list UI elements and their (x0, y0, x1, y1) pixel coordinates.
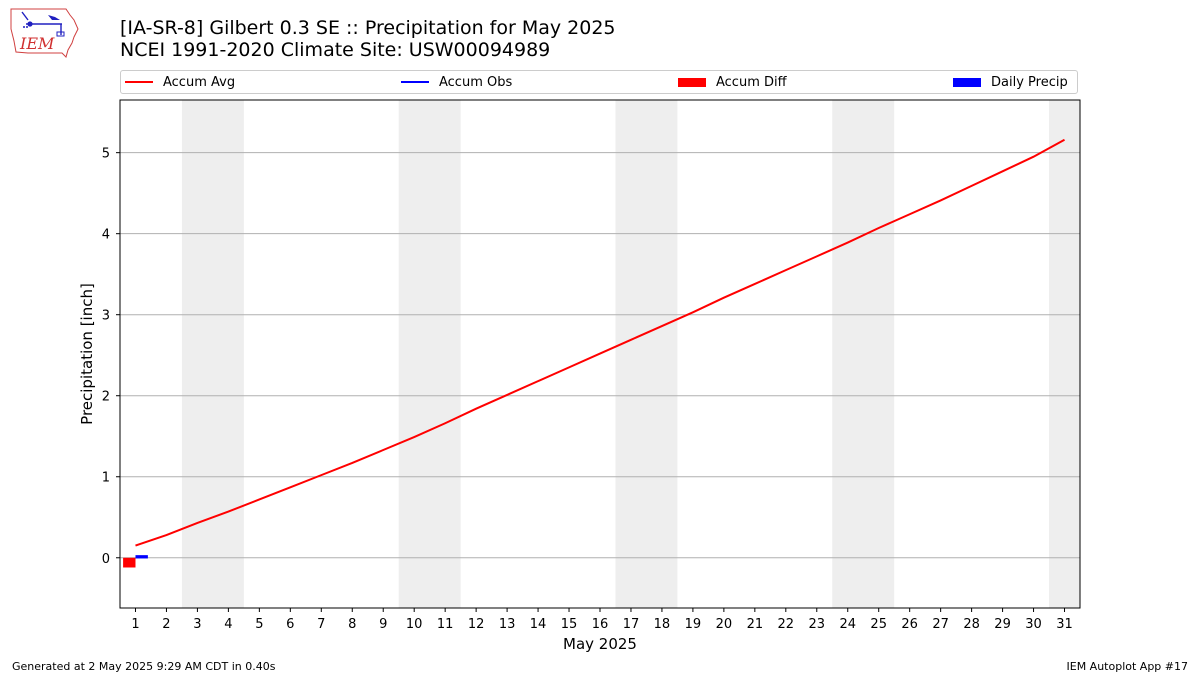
x-axis-ticks: 1 2 3 4 5 6 7 8 9 10 11 12 13 14 15 16 17 18 19 20 21 22 23 24 2… (131, 608, 1073, 632)
x-tick-label: 6 (286, 617, 294, 632)
weekend-shade-band (181, 100, 244, 608)
chart-subtitle: NCEI 1991-2020 Climate Site: USW00094989 (120, 39, 551, 61)
generated-timestamp: Generated at 2 May 2025 9:29 AM CDT in 0… (12, 660, 276, 673)
logo-text: IEM (19, 34, 55, 53)
x-axis-label: May 2025 (563, 635, 637, 653)
x-tick-label: 23 (809, 617, 826, 632)
legend-patch-icon (678, 77, 706, 87)
chart-legend: Accum Avg Accum Obs Accum Diff Daily Pre… (120, 70, 1078, 94)
x-tick-label: 5 (255, 617, 263, 632)
weekend-shade-band (832, 100, 895, 608)
x-tick-label: 26 (901, 617, 918, 632)
y-axis-label: Precipitation [inch] (78, 283, 96, 425)
y-tick-label: 1 (102, 471, 110, 486)
x-tick-label: 22 (778, 617, 795, 632)
accum-avg-line (135, 138, 1065, 547)
accum-diff-bar (123, 557, 136, 568)
x-tick-label: 13 (499, 617, 516, 632)
x-tick-label: 16 (592, 617, 609, 632)
y-tick-label: 3 (102, 309, 110, 324)
x-tick-label: 7 (317, 617, 325, 632)
x-tick-label: 14 (530, 617, 547, 632)
y-axis-ticks: 0 1 2 3 4 5 (102, 147, 120, 567)
legend-label: Accum Diff (716, 74, 787, 90)
legend-label: Accum Avg (163, 74, 236, 90)
weekend-shade-band (398, 100, 461, 608)
x-tick-label: 28 (963, 617, 980, 632)
x-tick-label: 11 (437, 617, 454, 632)
x-tick-label: 12 (468, 617, 485, 632)
weekend-shade-band (1049, 100, 1080, 608)
bar-series (123, 556, 148, 568)
legend-daily-precip: Daily Precip (953, 73, 1068, 91)
legend-patch-icon (953, 77, 981, 87)
line-series (135, 138, 1065, 558)
x-tick-label: 17 (623, 617, 640, 632)
x-tick-label: 30 (1025, 617, 1042, 632)
x-tick-label: 21 (747, 617, 764, 632)
x-tick-label: 31 (1056, 617, 1073, 632)
x-tick-label: 25 (870, 617, 887, 632)
x-tick-label: 27 (932, 617, 949, 632)
legend-label: Accum Obs (439, 74, 513, 90)
weekend-shade-band (615, 100, 678, 608)
x-tick-label: 15 (561, 617, 578, 632)
x-tick-label: 19 (685, 617, 702, 632)
app-label: IEM Autoplot App #17 (1066, 660, 1189, 673)
iem-logo: IEM (10, 8, 79, 58)
weekend-shading (181, 100, 1080, 608)
legend-accum-obs: Accum Obs (401, 73, 512, 91)
x-tick-label: 24 (839, 617, 856, 632)
legend-accum-diff: Accum Diff (678, 73, 787, 91)
y-tick-label: 5 (102, 147, 110, 162)
legend-accum-avg: Accum Avg (125, 73, 235, 91)
x-tick-label: 2 (162, 617, 170, 632)
y-tick-label: 0 (102, 552, 110, 567)
x-tick-label: 10 (406, 617, 423, 632)
x-tick-label: 9 (379, 617, 387, 632)
legend-label: Daily Precip (991, 74, 1068, 90)
daily-precip-bar (135, 556, 148, 559)
legend-line-icon (125, 81, 153, 83)
y-gridlines (120, 152, 1080, 559)
x-tick-label: 8 (348, 617, 356, 632)
x-tick-label: 1 (131, 617, 139, 632)
chart-title: [IA-SR-8] Gilbert 0.3 SE :: Precipitatio… (120, 17, 616, 39)
legend-line-icon (401, 81, 429, 83)
x-tick-label: 4 (224, 617, 232, 632)
x-tick-label: 3 (193, 617, 201, 632)
x-tick-label: 29 (994, 617, 1011, 632)
y-tick-label: 4 (102, 228, 110, 243)
x-tick-label: 20 (716, 617, 733, 632)
y-tick-label: 2 (102, 390, 110, 405)
x-tick-label: 18 (654, 617, 671, 632)
